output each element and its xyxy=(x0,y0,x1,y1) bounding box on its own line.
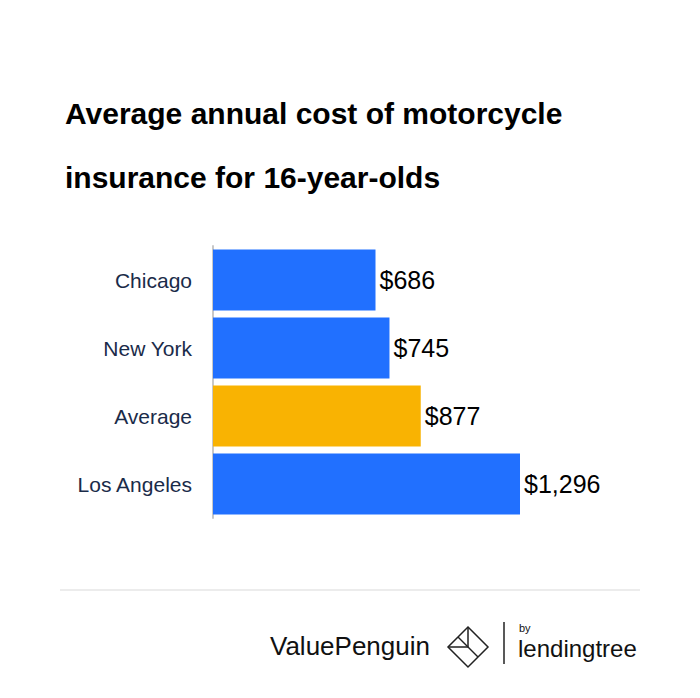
svg-text:ValuePenguin: ValuePenguin xyxy=(270,631,430,661)
svg-text:Average annual cost of motorcy: Average annual cost of motorcycle xyxy=(65,97,571,130)
svg-text:by: by xyxy=(519,622,531,634)
svg-text:$1,296: $1,296 xyxy=(524,470,600,498)
svg-text:$877: $877 xyxy=(425,402,481,430)
svg-text:$686: $686 xyxy=(380,266,436,294)
svg-text:lendingtree: lendingtree xyxy=(518,635,637,662)
svg-text:Chicago: Chicago xyxy=(115,269,192,292)
svg-text:Average: Average xyxy=(114,405,192,428)
svg-text:insurance for 16-year-olds: insurance for 16-year-olds xyxy=(65,161,440,194)
svg-text:Los Angeles: Los Angeles xyxy=(78,473,192,496)
svg-text:New York: New York xyxy=(103,337,192,360)
svg-text:$745: $745 xyxy=(393,334,449,362)
